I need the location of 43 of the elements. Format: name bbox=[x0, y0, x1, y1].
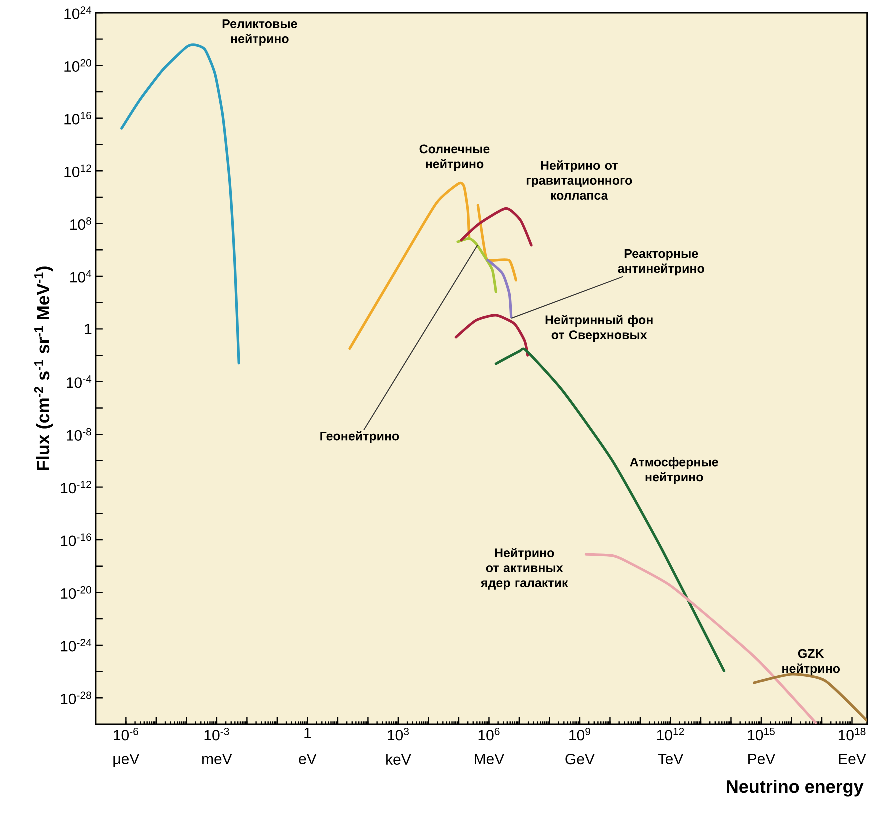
x-axis-title: Neutrino energy bbox=[727, 780, 864, 797]
text: TeV bbox=[658, 754, 684, 764]
y-tick-label: 10$^{-8}$ bbox=[67, 428, 92, 441]
x-tick-label: 10$^{3}$ bbox=[388, 728, 410, 740]
y-tick-label: 1 bbox=[85, 324, 92, 334]
text: μeV bbox=[114, 754, 140, 767]
x-tick-label: 10$^{6}$ bbox=[478, 728, 500, 740]
x-tick-label: 10$^{9}$ bbox=[570, 728, 590, 740]
y-tick-label: 10$^{4}$ bbox=[70, 270, 92, 283]
series-label: GZK нейтрино bbox=[782, 649, 840, 676]
x-tick-label: 10$^{-6}$ bbox=[114, 728, 138, 740]
text: eV bbox=[299, 754, 317, 764]
y-tick-label: 10$^{20}$ bbox=[64, 59, 92, 72]
x-tick-label: 10$^{12}$ bbox=[657, 728, 684, 740]
text: meV bbox=[202, 754, 232, 764]
x-tick-label: 10$^{-3}$ bbox=[204, 728, 230, 740]
y-tick-label: 10$^{-12}$ bbox=[61, 480, 92, 494]
x-tick-label: 10$^{18}$ bbox=[838, 728, 866, 740]
series-label: Нейтрино от активных ядер галактик bbox=[480, 548, 568, 590]
text: GeV bbox=[566, 754, 595, 764]
y-tick-label: 10$^{-20}$ bbox=[61, 586, 92, 599]
y-tick-label: 10$^{24}$ bbox=[64, 6, 92, 20]
text: Геонейтрино bbox=[320, 431, 400, 443]
text: Flux (cm$^{-2}$ s$^{-1}$ sr$^{-1}$ MeV$^{-1}$) bbox=[34, 266, 54, 470]
y-tick-label: 10$^{12}$ bbox=[64, 164, 92, 178]
x-tick-label: 10$^{15}$ bbox=[748, 728, 775, 740]
y-tick-label: 10$^{-28}$ bbox=[61, 692, 92, 704]
series-label: Нейтрино от гравитационного коллапса bbox=[526, 160, 632, 200]
text: PeV bbox=[748, 754, 776, 764]
text: Солнечные нейтрино bbox=[420, 144, 490, 171]
text: keV bbox=[386, 754, 412, 765]
y-tick-label: 10$^{8}$ bbox=[70, 217, 92, 230]
x-tick-label: 1 bbox=[304, 728, 312, 738]
series-label: Нейтринный фон от Сверхновых bbox=[546, 314, 653, 342]
y-tick-label: 10$^{-4}$ bbox=[67, 375, 92, 388]
text: EeV bbox=[839, 754, 866, 764]
y-tick-label: 10$^{16}$ bbox=[64, 112, 92, 125]
y-tick-label: 10$^{-16}$ bbox=[61, 533, 92, 546]
series-label: Реликтовые нейтрино bbox=[222, 19, 298, 46]
y-tick-label: 10$^{-24}$ bbox=[61, 638, 92, 652]
series-label: Атмосферные нейтрино bbox=[630, 457, 718, 484]
text: MeV bbox=[475, 754, 505, 764]
text: Реакторные антинейтрино bbox=[618, 249, 704, 276]
